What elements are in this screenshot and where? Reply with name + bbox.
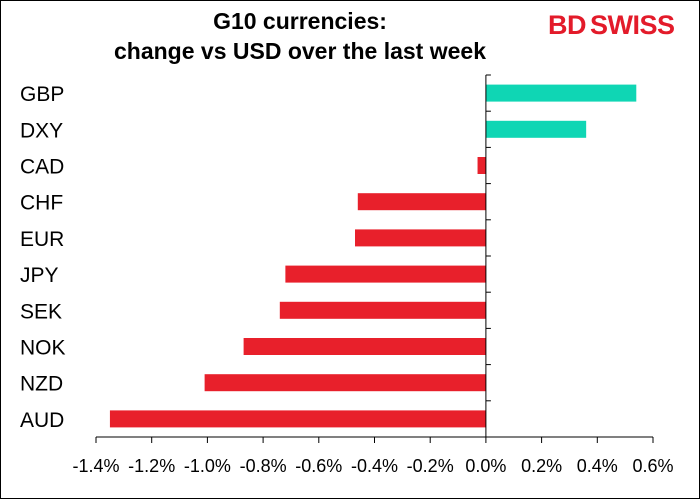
x-tick-label: -1.2% xyxy=(128,456,175,476)
category-label-aud: AUD xyxy=(20,409,64,432)
category-label-gbp: GBP xyxy=(20,83,64,106)
bar-sek xyxy=(279,301,486,319)
bar-nok xyxy=(243,338,486,355)
x-tick-label: 0.2% xyxy=(521,456,562,476)
bar-aud xyxy=(109,410,486,428)
category-label-eur: EUR xyxy=(20,228,64,251)
bar-cad xyxy=(477,157,486,174)
x-tick-label: 0.6% xyxy=(632,456,673,476)
category-label-jpy: JPY xyxy=(20,264,59,287)
logo-part-swiss: SWISS xyxy=(590,10,675,40)
x-tick-label: -0.6% xyxy=(295,456,342,476)
bar-chf xyxy=(357,193,486,211)
bar-eur xyxy=(355,229,486,247)
bar-gbp xyxy=(485,84,637,102)
logo-part-bd: BD xyxy=(548,10,587,40)
category-label-sek: SEK xyxy=(20,300,62,323)
x-tick-label: -1.0% xyxy=(184,456,231,476)
x-tick-label: 0.4% xyxy=(577,456,618,476)
category-label-nok: NOK xyxy=(20,337,66,360)
category-label-cad: CAD xyxy=(20,156,64,179)
x-tick-label: -0.8% xyxy=(240,456,287,476)
category-label-nzd: NZD xyxy=(20,373,63,396)
chart-title-line-1: G10 currencies: xyxy=(213,8,387,34)
bar-nzd xyxy=(204,374,486,392)
category-label-chf: CHF xyxy=(20,192,63,215)
bar-dxy xyxy=(485,120,587,138)
x-tick-label: -0.2% xyxy=(407,456,454,476)
x-tick-label: -1.4% xyxy=(72,456,119,476)
x-tick-label: 0.0% xyxy=(465,456,506,476)
bdswiss-logo: BD SWISS xyxy=(548,10,675,41)
bar-jpy xyxy=(285,265,486,283)
chart-title: G10 currencies: change vs USD over the l… xyxy=(90,6,510,66)
chart-title-line-2: change vs USD over the last week xyxy=(114,38,486,64)
x-tick-label: -0.4% xyxy=(351,456,398,476)
category-label-dxy: DXY xyxy=(20,119,63,142)
